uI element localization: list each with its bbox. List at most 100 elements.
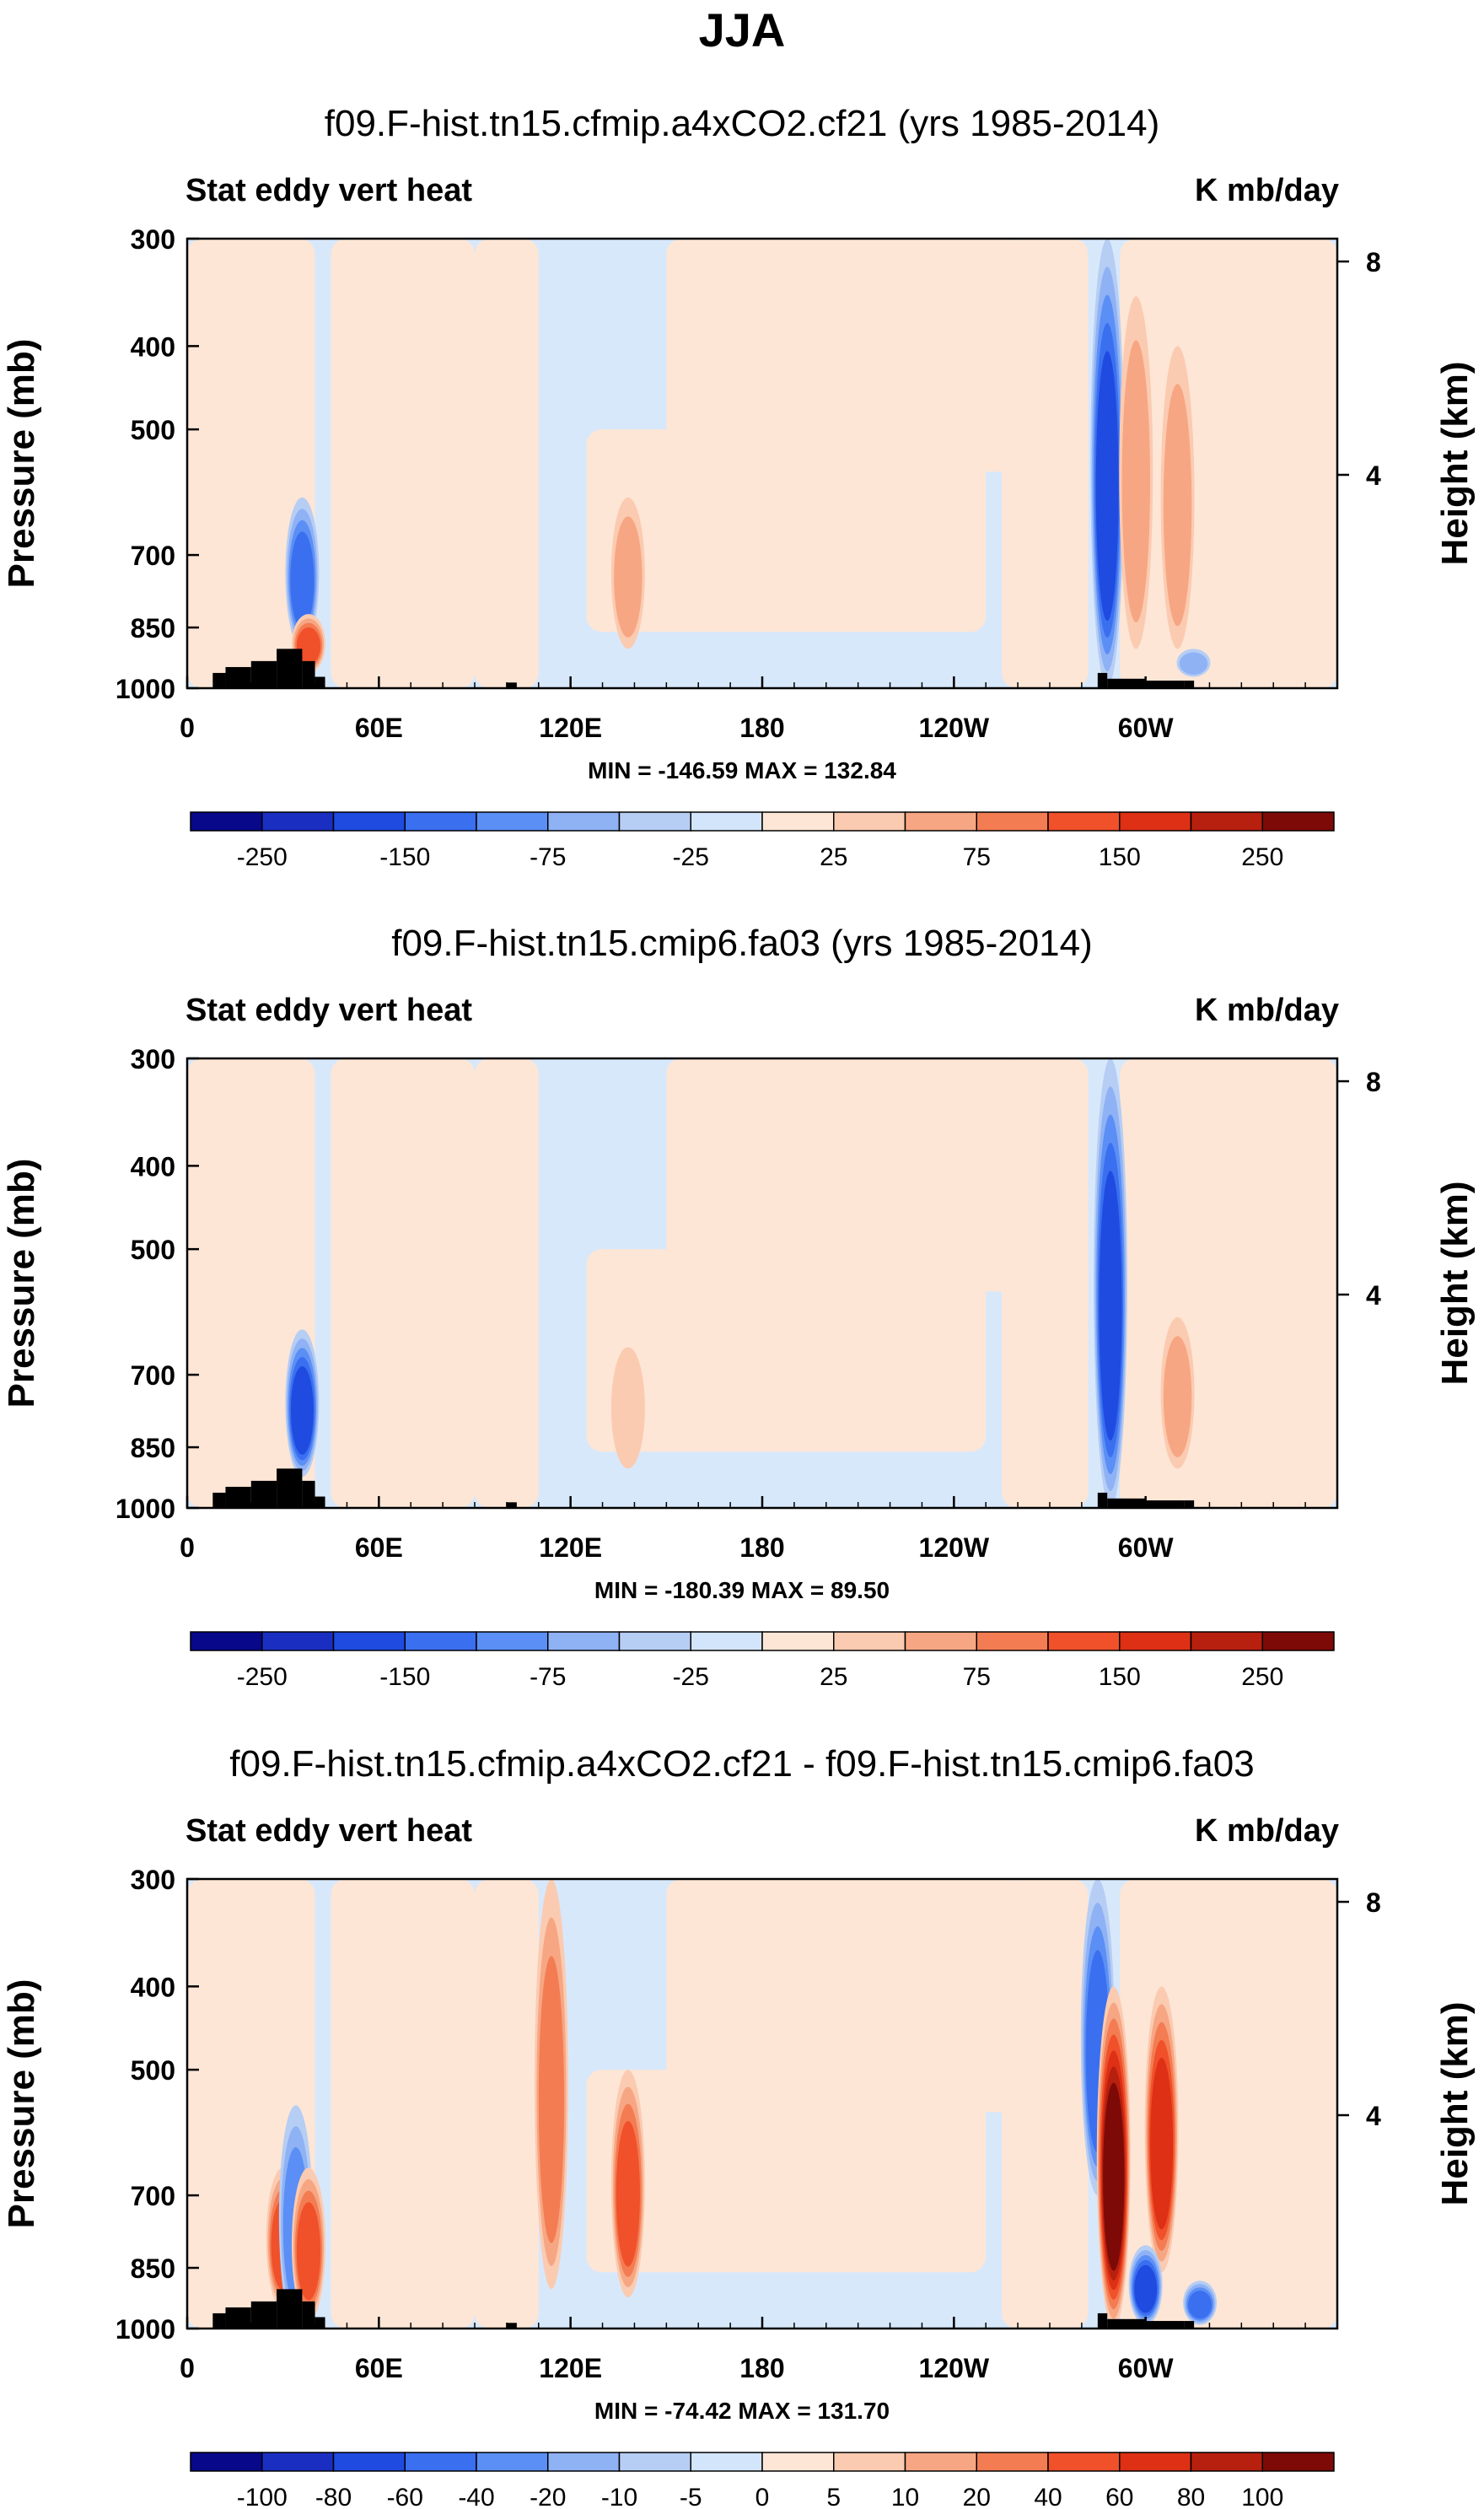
colorbar-swatch [1047, 2452, 1121, 2472]
colorbar-swatch [904, 1631, 977, 1651]
panel-left-label: Stat eddy vert heat [186, 173, 472, 208]
panel-right-label: K mb/day [1195, 993, 1339, 1028]
y2-tick-label: 4 [1366, 2101, 1381, 2131]
x-tick-label: 60W [1118, 2353, 1175, 2383]
colorbar-swatch [261, 2452, 335, 2472]
x-tick-label: 180 [739, 2353, 784, 2383]
topography [1107, 2318, 1146, 2329]
topography [225, 2307, 251, 2329]
panel-3: f09.F-hist.tn15.cfmip.a4xCO2.cf21 - f09.… [1, 1743, 1476, 2509]
colorbar-swatch [833, 811, 906, 832]
stats-text: MIN = -180.39 MAX = 89.50 [594, 1577, 890, 1603]
contour-neg [1187, 2291, 1212, 2319]
topography [506, 2323, 517, 2329]
colorbar-swatch [1261, 1631, 1335, 1651]
contour-pos [538, 1956, 565, 2243]
colorbar-label: 25 [820, 843, 847, 871]
topography [1145, 2321, 1185, 2329]
x-tick-label: 120W [919, 2353, 990, 2383]
topography [302, 660, 315, 688]
colorbar-swatch [1261, 2452, 1335, 2472]
colorbar-swatch [618, 811, 691, 832]
topography [1184, 681, 1195, 688]
topography [212, 1492, 226, 1508]
contour-pos [610, 1347, 645, 1469]
contour-neg [1179, 652, 1208, 676]
y-tick-label: 700 [131, 1360, 175, 1391]
topography [1145, 1500, 1185, 1508]
topography [506, 682, 517, 688]
x-tick-label: 180 [739, 713, 784, 743]
warm-region [331, 239, 475, 688]
colorbar-swatch [761, 2452, 835, 2472]
contour-pos [1103, 2082, 1125, 2271]
colorbar-label: -150 [379, 1663, 430, 1691]
colorbar-swatch [1190, 1631, 1263, 1651]
colorbar-swatch [332, 1631, 406, 1651]
topography [1097, 2312, 1108, 2329]
y-tick-label: 300 [131, 1865, 175, 1895]
topography [212, 672, 226, 688]
colorbar-swatch [547, 1631, 621, 1651]
colorbar-label: 20 [963, 2484, 991, 2509]
warm-region [586, 1249, 987, 1452]
y2-axis-label: Height (km) [1434, 362, 1476, 566]
y2-tick-label: 8 [1366, 247, 1381, 277]
y2-axis-label: Height (km) [1434, 1182, 1476, 1386]
x-tick-label: 60E [355, 713, 403, 743]
colorbar-swatch [476, 2452, 549, 2472]
colorbar-swatch [190, 2452, 263, 2472]
y-tick-label: 300 [131, 1044, 175, 1074]
colorbar-label: -75 [530, 1663, 566, 1691]
panel-title: f09.F-hist.tn15.cfmip.a4xCO2.cf21 (yrs 1… [325, 103, 1159, 144]
y2-tick-label: 4 [1366, 1280, 1381, 1311]
colorbar-label: -250 [237, 843, 288, 871]
colorbar-swatch [1047, 811, 1121, 832]
colorbar-swatch [904, 811, 977, 832]
x-tick-label: 60W [1118, 1532, 1175, 1563]
colorbar-swatch [1190, 811, 1263, 832]
colorbar-swatch [332, 2452, 406, 2472]
colorbar-label: 150 [1099, 843, 1141, 871]
topography [250, 2301, 277, 2329]
colorbar-label: 80 [1177, 2484, 1205, 2509]
topography [250, 660, 277, 688]
colorbar-swatch [476, 811, 549, 832]
colorbar-label: 75 [963, 1663, 991, 1691]
topography [1107, 678, 1146, 688]
warm-region [666, 239, 1019, 472]
warm-region [187, 239, 315, 688]
contour-pos [1121, 340, 1151, 622]
colorbar-label: -25 [673, 843, 709, 871]
colorbar-swatch [1119, 811, 1192, 832]
colorbar-label: 0 [755, 2484, 770, 2509]
y-tick-label: 400 [131, 331, 175, 362]
y-tick-label: 1000 [116, 2314, 175, 2345]
colorbar-swatch [976, 2452, 1049, 2472]
x-tick-label: 120E [539, 1532, 602, 1563]
topography [1097, 1492, 1108, 1508]
colorbar-swatch [547, 2452, 621, 2472]
contour-pos [296, 2202, 321, 2301]
colorbar-swatch [332, 811, 406, 832]
colorbar-label: 60 [1105, 2484, 1133, 2509]
colorbar-swatch [618, 2452, 691, 2472]
contour-neg [290, 531, 315, 629]
colorbar-label: -25 [673, 1663, 709, 1691]
y-tick-label: 1000 [116, 674, 175, 704]
y-tick-label: 500 [131, 1235, 175, 1265]
topography [277, 649, 303, 688]
colorbar-swatch [476, 1631, 549, 1651]
colorbar-swatch [690, 2452, 763, 2472]
y-tick-label: 850 [131, 613, 175, 643]
topography [1184, 1500, 1195, 1508]
colorbar-swatch [404, 2452, 477, 2472]
topography [1097, 672, 1108, 688]
panel-right-label: K mb/day [1195, 173, 1339, 208]
colorbar-swatch [190, 1631, 263, 1651]
colorbar-swatch [547, 811, 621, 832]
panel-1: f09.F-hist.tn15.cfmip.a4xCO2.cf21 (yrs 1… [1, 103, 1476, 871]
topography [212, 2312, 226, 2329]
y-tick-label: 300 [131, 224, 175, 255]
colorbar-swatch [618, 1631, 691, 1651]
